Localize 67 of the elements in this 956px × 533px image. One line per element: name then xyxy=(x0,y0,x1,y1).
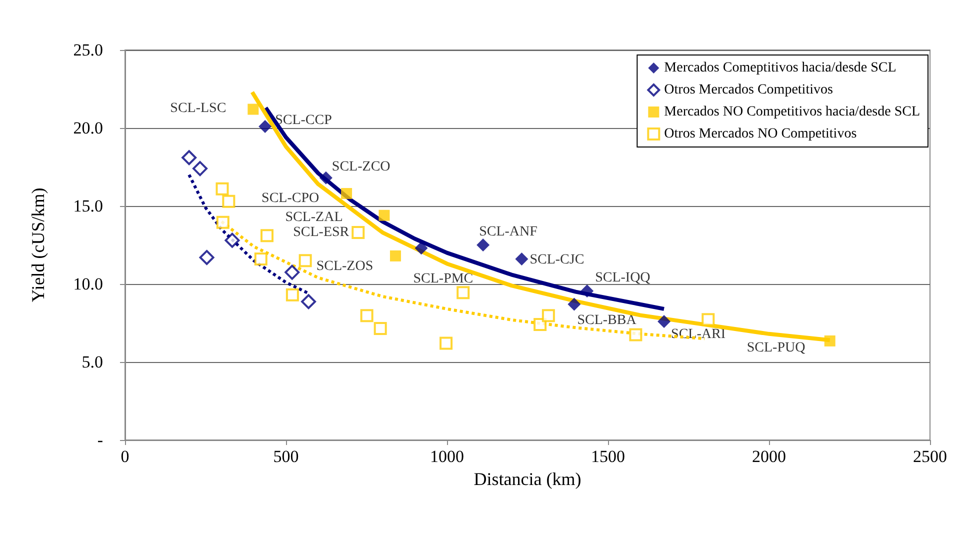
point xyxy=(580,284,594,298)
point xyxy=(390,250,401,262)
point xyxy=(216,216,230,229)
legend-label: Otros Mercados Competitivos xyxy=(664,82,833,98)
y-tick-label: - xyxy=(97,430,104,450)
y-tick-label: 25.0 xyxy=(73,40,103,60)
point xyxy=(199,250,214,265)
point xyxy=(702,313,715,326)
annotation: SCL-BBA xyxy=(577,312,638,328)
point xyxy=(360,309,374,322)
x-axis-title: Distancia (km) xyxy=(474,469,582,489)
point xyxy=(222,194,236,208)
point xyxy=(456,286,470,300)
point xyxy=(216,182,229,196)
point xyxy=(319,171,332,184)
point xyxy=(378,210,390,221)
point xyxy=(284,264,300,280)
annotation: SCL-CPO xyxy=(262,191,320,206)
point xyxy=(568,298,581,311)
point xyxy=(341,188,352,200)
annotation: SCL-ZOS xyxy=(316,259,374,274)
point xyxy=(374,322,387,335)
point xyxy=(258,120,272,133)
annotation: SCL-ANF xyxy=(479,224,538,240)
point xyxy=(182,150,197,166)
y-tick-label: 15.0 xyxy=(73,196,103,216)
legend-label: Mercados Comeptitivos hacia/desde SCL xyxy=(664,60,896,76)
point xyxy=(414,242,428,255)
x-tick-label: 1500 xyxy=(591,447,625,466)
annotation: SCL-LSC xyxy=(170,100,226,116)
annotation: SCL-PUQ xyxy=(746,340,806,356)
point xyxy=(260,229,274,242)
annotation: SCL-IQQ xyxy=(595,270,650,286)
x-tick-label: 0 xyxy=(120,447,130,466)
line-series xyxy=(264,106,666,311)
point xyxy=(301,294,316,310)
annotation: SCL-CJC xyxy=(530,252,584,268)
annotation: SCL-ZAL xyxy=(285,210,343,225)
point xyxy=(515,252,528,266)
point xyxy=(658,314,671,328)
x-tick-label: 500 xyxy=(273,447,299,466)
point xyxy=(534,318,547,332)
point xyxy=(224,232,240,248)
annotation: SCL-CCP xyxy=(275,112,332,128)
legend-label: Mercados NO Competitivos hacia/desde SCL xyxy=(664,104,920,120)
point xyxy=(192,161,208,176)
y-tick-label: 10.0 xyxy=(73,274,103,294)
y-tick-label: 5.0 xyxy=(82,352,103,372)
point xyxy=(542,309,555,322)
point xyxy=(352,226,365,240)
point xyxy=(629,328,642,342)
point xyxy=(476,238,490,252)
x-tick-label: 1000 xyxy=(430,447,464,466)
legend-label: Otros Mercados NO Competitivos xyxy=(664,126,857,142)
point xyxy=(286,288,299,302)
x-tick-label: 2500 xyxy=(913,447,947,466)
y-tick-label: 20.0 xyxy=(73,118,103,138)
point xyxy=(248,104,259,115)
y-axis-title: Yield (cUS/km) xyxy=(28,188,48,302)
point xyxy=(298,254,312,268)
annotation: SCL-PMC xyxy=(413,272,474,287)
point xyxy=(824,335,836,346)
annotation: SCL-ESR xyxy=(293,225,350,240)
point xyxy=(254,252,268,266)
annotation: SCL-ZCO xyxy=(332,159,390,174)
point xyxy=(440,336,453,350)
x-tick-label: 2000 xyxy=(752,447,786,466)
